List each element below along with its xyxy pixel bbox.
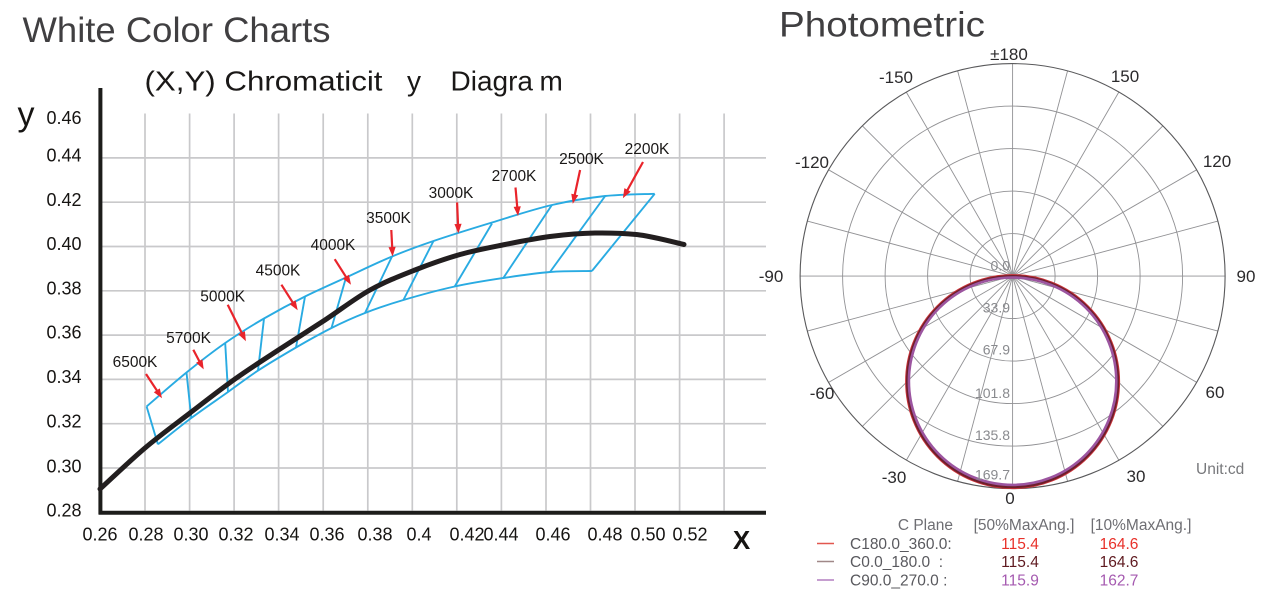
svg-text:115.4: 115.4 <box>1001 536 1039 553</box>
svg-text:0.32: 0.32 <box>218 525 253 545</box>
svg-text:0.36: 0.36 <box>46 323 81 343</box>
svg-text:y: y <box>407 66 421 97</box>
svg-text:0.44: 0.44 <box>483 525 518 545</box>
svg-text:0.52: 0.52 <box>672 525 707 545</box>
svg-text:-120: -120 <box>795 153 829 172</box>
svg-text:0.46: 0.46 <box>46 108 81 128</box>
svg-text:[50%MaxAng.]: [50%MaxAng.] <box>974 517 1075 534</box>
svg-text:5000K: 5000K <box>200 289 245 306</box>
svg-text:120: 120 <box>1203 152 1231 171</box>
svg-text:3000K: 3000K <box>429 185 474 202</box>
svg-text:Unit:cd: Unit:cd <box>1196 461 1244 478</box>
svg-text:0.26: 0.26 <box>82 525 117 545</box>
svg-text:0.46: 0.46 <box>535 525 570 545</box>
svg-text:6500K: 6500K <box>113 354 158 371</box>
svg-text:C90.0_270.0 :: C90.0_270.0 : <box>850 573 947 590</box>
svg-text:-150: -150 <box>879 68 913 87</box>
svg-text:Diagra: Diagra <box>451 66 534 97</box>
svg-text:0.38: 0.38 <box>357 525 392 545</box>
svg-text:0.42: 0.42 <box>449 525 484 545</box>
svg-text:(X,Y) Chromaticit: (X,Y) Chromaticit <box>145 66 383 97</box>
svg-text:3500K: 3500K <box>366 210 411 227</box>
svg-text:101.8: 101.8 <box>975 385 1010 401</box>
svg-text:y: y <box>18 96 35 134</box>
svg-text:X: X <box>733 525 751 555</box>
svg-text:33.9: 33.9 <box>983 300 1010 316</box>
svg-text:m: m <box>540 66 563 97</box>
svg-text:90: 90 <box>1237 267 1256 286</box>
svg-text:67.9: 67.9 <box>983 342 1010 358</box>
svg-text:135.8: 135.8 <box>975 427 1010 443</box>
svg-text:0.48: 0.48 <box>587 525 622 545</box>
svg-text:2500K: 2500K <box>559 151 604 168</box>
svg-text:0.50: 0.50 <box>630 525 665 545</box>
svg-text:0.38: 0.38 <box>46 279 81 299</box>
svg-text:162.7: 162.7 <box>1100 573 1139 590</box>
svg-text:±180: ±180 <box>990 45 1028 64</box>
svg-text:0.40: 0.40 <box>46 234 81 254</box>
svg-text:4500K: 4500K <box>256 263 301 280</box>
svg-text:Photometric: Photometric <box>779 6 985 45</box>
svg-text:4000K: 4000K <box>311 237 356 254</box>
svg-text:C0.0_180.0 :: C0.0_180.0 : <box>850 554 943 571</box>
svg-text:30: 30 <box>1127 467 1146 486</box>
svg-text:C180.0_360.0:: C180.0_360.0: <box>850 536 952 553</box>
svg-text:0.4: 0.4 <box>406 525 431 545</box>
svg-text:White Color Charts: White Color Charts <box>23 11 331 50</box>
svg-text:2700K: 2700K <box>492 168 537 185</box>
svg-text:164.6: 164.6 <box>1100 536 1139 553</box>
svg-text:0.42: 0.42 <box>46 190 81 210</box>
svg-text:0.44: 0.44 <box>46 146 81 166</box>
svg-text:5700K: 5700K <box>166 330 211 347</box>
svg-text:-90: -90 <box>759 267 784 286</box>
svg-text:0.28: 0.28 <box>46 501 81 521</box>
svg-text:0.36: 0.36 <box>309 525 344 545</box>
svg-text:0.34: 0.34 <box>46 367 81 387</box>
svg-text:0.32: 0.32 <box>46 412 81 432</box>
svg-text:115.9: 115.9 <box>1001 573 1039 590</box>
svg-text:[10%MaxAng.]: [10%MaxAng.] <box>1091 517 1192 534</box>
svg-text:0: 0 <box>1005 489 1014 508</box>
svg-text:0.0: 0.0 <box>991 258 1011 274</box>
svg-text:164.6: 164.6 <box>1100 554 1139 571</box>
svg-text:115.4: 115.4 <box>1001 554 1039 571</box>
svg-text:0.34: 0.34 <box>264 525 299 545</box>
svg-text:0.28: 0.28 <box>128 525 163 545</box>
svg-text:0.30: 0.30 <box>173 525 208 545</box>
svg-text:-30: -30 <box>882 468 907 487</box>
svg-text:150: 150 <box>1111 67 1139 86</box>
svg-text:0.30: 0.30 <box>46 457 81 477</box>
svg-text:C Plane: C Plane <box>898 517 953 534</box>
svg-text:169.7: 169.7 <box>975 467 1010 483</box>
svg-text:2200K: 2200K <box>625 141 670 158</box>
svg-text:-60: -60 <box>810 384 835 403</box>
svg-text:60: 60 <box>1206 383 1225 402</box>
